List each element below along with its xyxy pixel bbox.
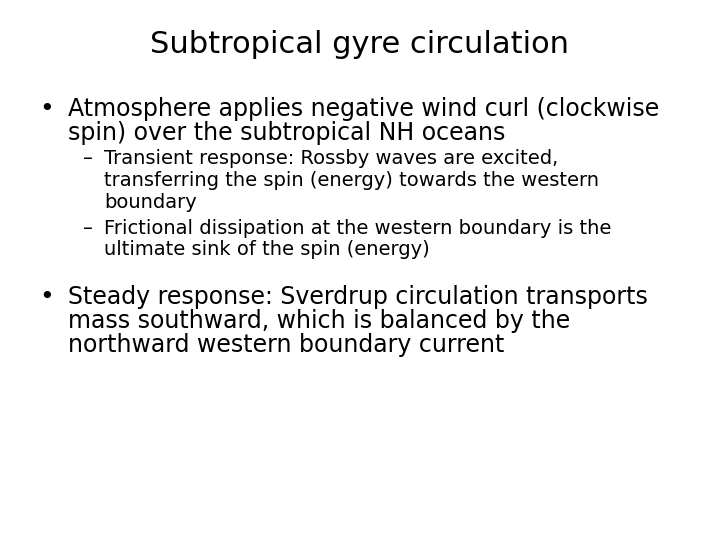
Text: ultimate sink of the spin (energy): ultimate sink of the spin (energy) xyxy=(104,240,430,259)
Text: –: – xyxy=(83,149,93,168)
Text: •: • xyxy=(40,97,54,121)
Text: –: – xyxy=(83,219,93,238)
Text: Steady response: Sverdrup circulation transports: Steady response: Sverdrup circulation tr… xyxy=(68,285,648,309)
Text: Frictional dissipation at the western boundary is the: Frictional dissipation at the western bo… xyxy=(104,219,612,238)
Text: Transient response: Rossby waves are excited,: Transient response: Rossby waves are exc… xyxy=(104,149,559,168)
Text: boundary: boundary xyxy=(104,193,197,212)
Text: northward western boundary current: northward western boundary current xyxy=(68,333,505,357)
Text: transferring the spin (energy) towards the western: transferring the spin (energy) towards t… xyxy=(104,171,599,190)
Text: Atmosphere applies negative wind curl (clockwise: Atmosphere applies negative wind curl (c… xyxy=(68,97,660,121)
Text: spin) over the subtropical NH oceans: spin) over the subtropical NH oceans xyxy=(68,122,505,145)
Text: Subtropical gyre circulation: Subtropical gyre circulation xyxy=(150,30,570,59)
Text: mass southward, which is balanced by the: mass southward, which is balanced by the xyxy=(68,309,571,333)
Text: •: • xyxy=(40,285,54,309)
